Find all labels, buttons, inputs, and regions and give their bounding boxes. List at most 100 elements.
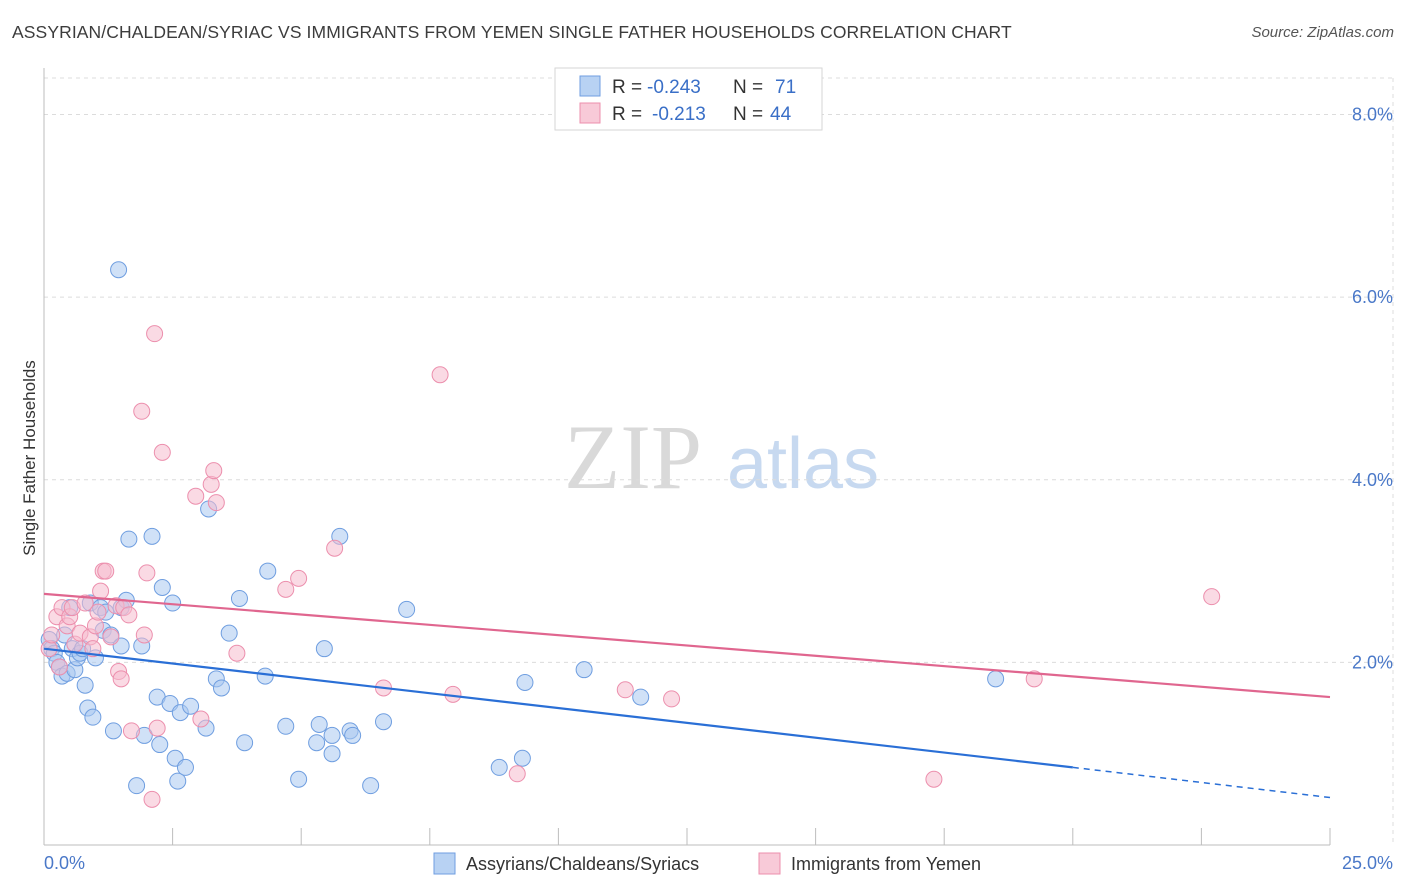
y-tick-label: 6.0% — [1352, 287, 1393, 307]
bottom-legend-swatch-yemen — [758, 852, 781, 875]
data-point-yemen — [148, 719, 166, 737]
data-point-yemen — [153, 443, 171, 461]
trendlines — [43, 592, 1331, 799]
chart-title: ASSYRIAN/CHALDEAN/SYRIAC VS IMMIGRANTS F… — [12, 22, 1012, 42]
data-point-assyrians — [212, 679, 230, 697]
data-point-assyrians — [259, 562, 277, 580]
legend-n-value-1: 71 — [775, 77, 796, 98]
legend-r-value-2: -0.213 — [652, 104, 706, 125]
data-point-assyrians — [344, 726, 362, 744]
bottom-legend-label-assyrians: Assyrians/Chaldeans/Syriacs — [466, 854, 699, 874]
data-point-assyrians — [110, 261, 128, 279]
data-point-yemen — [122, 722, 140, 740]
data-point-yemen — [508, 765, 526, 783]
data-point-yemen — [133, 402, 151, 420]
data-point-assyrians — [143, 527, 161, 545]
data-point-assyrians — [120, 530, 138, 548]
data-point-assyrians — [362, 777, 380, 795]
watermark: ZIP atlas — [564, 406, 879, 508]
y-axis-title: Single Father Households — [20, 360, 39, 556]
data-point-assyrians — [315, 640, 333, 658]
data-point-assyrians — [230, 589, 248, 607]
trendline-assyrians-extrapolated — [1072, 766, 1331, 799]
data-point-assyrians — [513, 749, 531, 767]
correlation-legend: R = -0.243 N = 71 R = -0.213 N = 44 — [554, 67, 823, 131]
data-point-assyrians — [398, 600, 416, 618]
data-point-assyrians — [256, 667, 274, 685]
data-point-assyrians — [323, 745, 341, 763]
data-point-yemen — [205, 462, 223, 480]
data-point-assyrians — [236, 734, 254, 752]
data-point-assyrians — [153, 579, 171, 597]
data-point-yemen — [50, 658, 68, 676]
data-point-yemen — [92, 582, 110, 600]
data-point-assyrians — [84, 708, 102, 726]
data-point-yemen — [102, 628, 120, 646]
data-point-assyrians — [575, 661, 593, 679]
x-tick-label-min: 0.0% — [44, 853, 85, 873]
legend-n-value-2: 44 — [770, 104, 792, 125]
data-point-assyrians — [220, 624, 238, 642]
bottom-legend-swatch-assyrians — [433, 852, 456, 875]
legend-swatch-assyrians — [579, 75, 601, 97]
data-point-assyrians — [308, 734, 326, 752]
data-point-assyrians — [128, 777, 146, 795]
data-point-yemen — [925, 770, 943, 788]
data-point-yemen — [135, 626, 153, 644]
data-point-yemen — [192, 710, 210, 728]
data-point-assyrians — [375, 713, 393, 731]
legend-r-label-2: R = — [612, 104, 642, 125]
watermark-atlas: atlas — [727, 424, 879, 504]
data-point-assyrians — [290, 770, 308, 788]
data-point-yemen — [76, 594, 94, 612]
data-point-yemen — [1025, 670, 1043, 688]
data-point-yemen — [138, 564, 156, 582]
legend-n-label-2: N = — [733, 104, 763, 125]
data-point-yemen — [207, 494, 225, 512]
legend-swatch-yemen — [579, 102, 601, 124]
data-point-yemen — [84, 640, 102, 658]
data-point-yemen — [187, 487, 205, 505]
data-point-assyrians — [277, 717, 295, 735]
legend-r-label-1: R = — [612, 77, 642, 98]
data-point-assyrians — [169, 772, 187, 790]
series-yemen-points — [40, 325, 1221, 808]
data-point-assyrians — [76, 676, 94, 694]
data-point-assyrians — [987, 670, 1005, 688]
data-point-assyrians — [176, 758, 194, 776]
source-credit: Source: ZipAtlas.com — [1251, 24, 1394, 41]
data-point-yemen — [120, 606, 138, 624]
data-point-assyrians — [151, 736, 169, 754]
legend-r-value-1: -0.243 — [647, 77, 701, 98]
axes — [43, 68, 1331, 846]
series-legend: Assyrians/Chaldeans/Syriacs Immigrants f… — [433, 852, 981, 875]
data-point-assyrians — [632, 688, 650, 706]
data-point-assyrians — [516, 673, 534, 691]
data-point-assyrians — [490, 758, 508, 776]
data-point-yemen — [112, 670, 130, 688]
y-tick-label: 4.0% — [1352, 470, 1393, 490]
y-tick-label: 2.0% — [1352, 652, 1393, 672]
y-axis-ticks: 2.0% 4.0% 6.0% 8.0% — [1352, 105, 1393, 673]
data-point-yemen — [290, 569, 308, 587]
data-point-assyrians — [104, 722, 122, 740]
legend-n-label-1: N = — [733, 77, 763, 98]
data-point-yemen — [277, 580, 295, 598]
gridlines — [44, 77, 1394, 845]
bottom-legend-label-yemen: Immigrants from Yemen — [791, 854, 981, 874]
data-point-yemen — [616, 681, 634, 699]
data-point-assyrians — [323, 726, 341, 744]
data-point-yemen — [143, 790, 161, 808]
y-tick-label: 8.0% — [1352, 105, 1393, 125]
trendline-assyrians — [43, 647, 1073, 769]
data-point-yemen — [89, 603, 107, 621]
trendline-yemen — [43, 592, 1331, 699]
data-point-assyrians — [310, 715, 328, 733]
data-point-yemen — [228, 644, 246, 662]
data-point-yemen — [431, 366, 449, 384]
series-assyrians-points — [40, 261, 1005, 795]
watermark-zip: ZIP — [564, 406, 702, 508]
data-point-assyrians — [182, 697, 200, 715]
x-tick-label-max: 25.0% — [1342, 853, 1393, 873]
